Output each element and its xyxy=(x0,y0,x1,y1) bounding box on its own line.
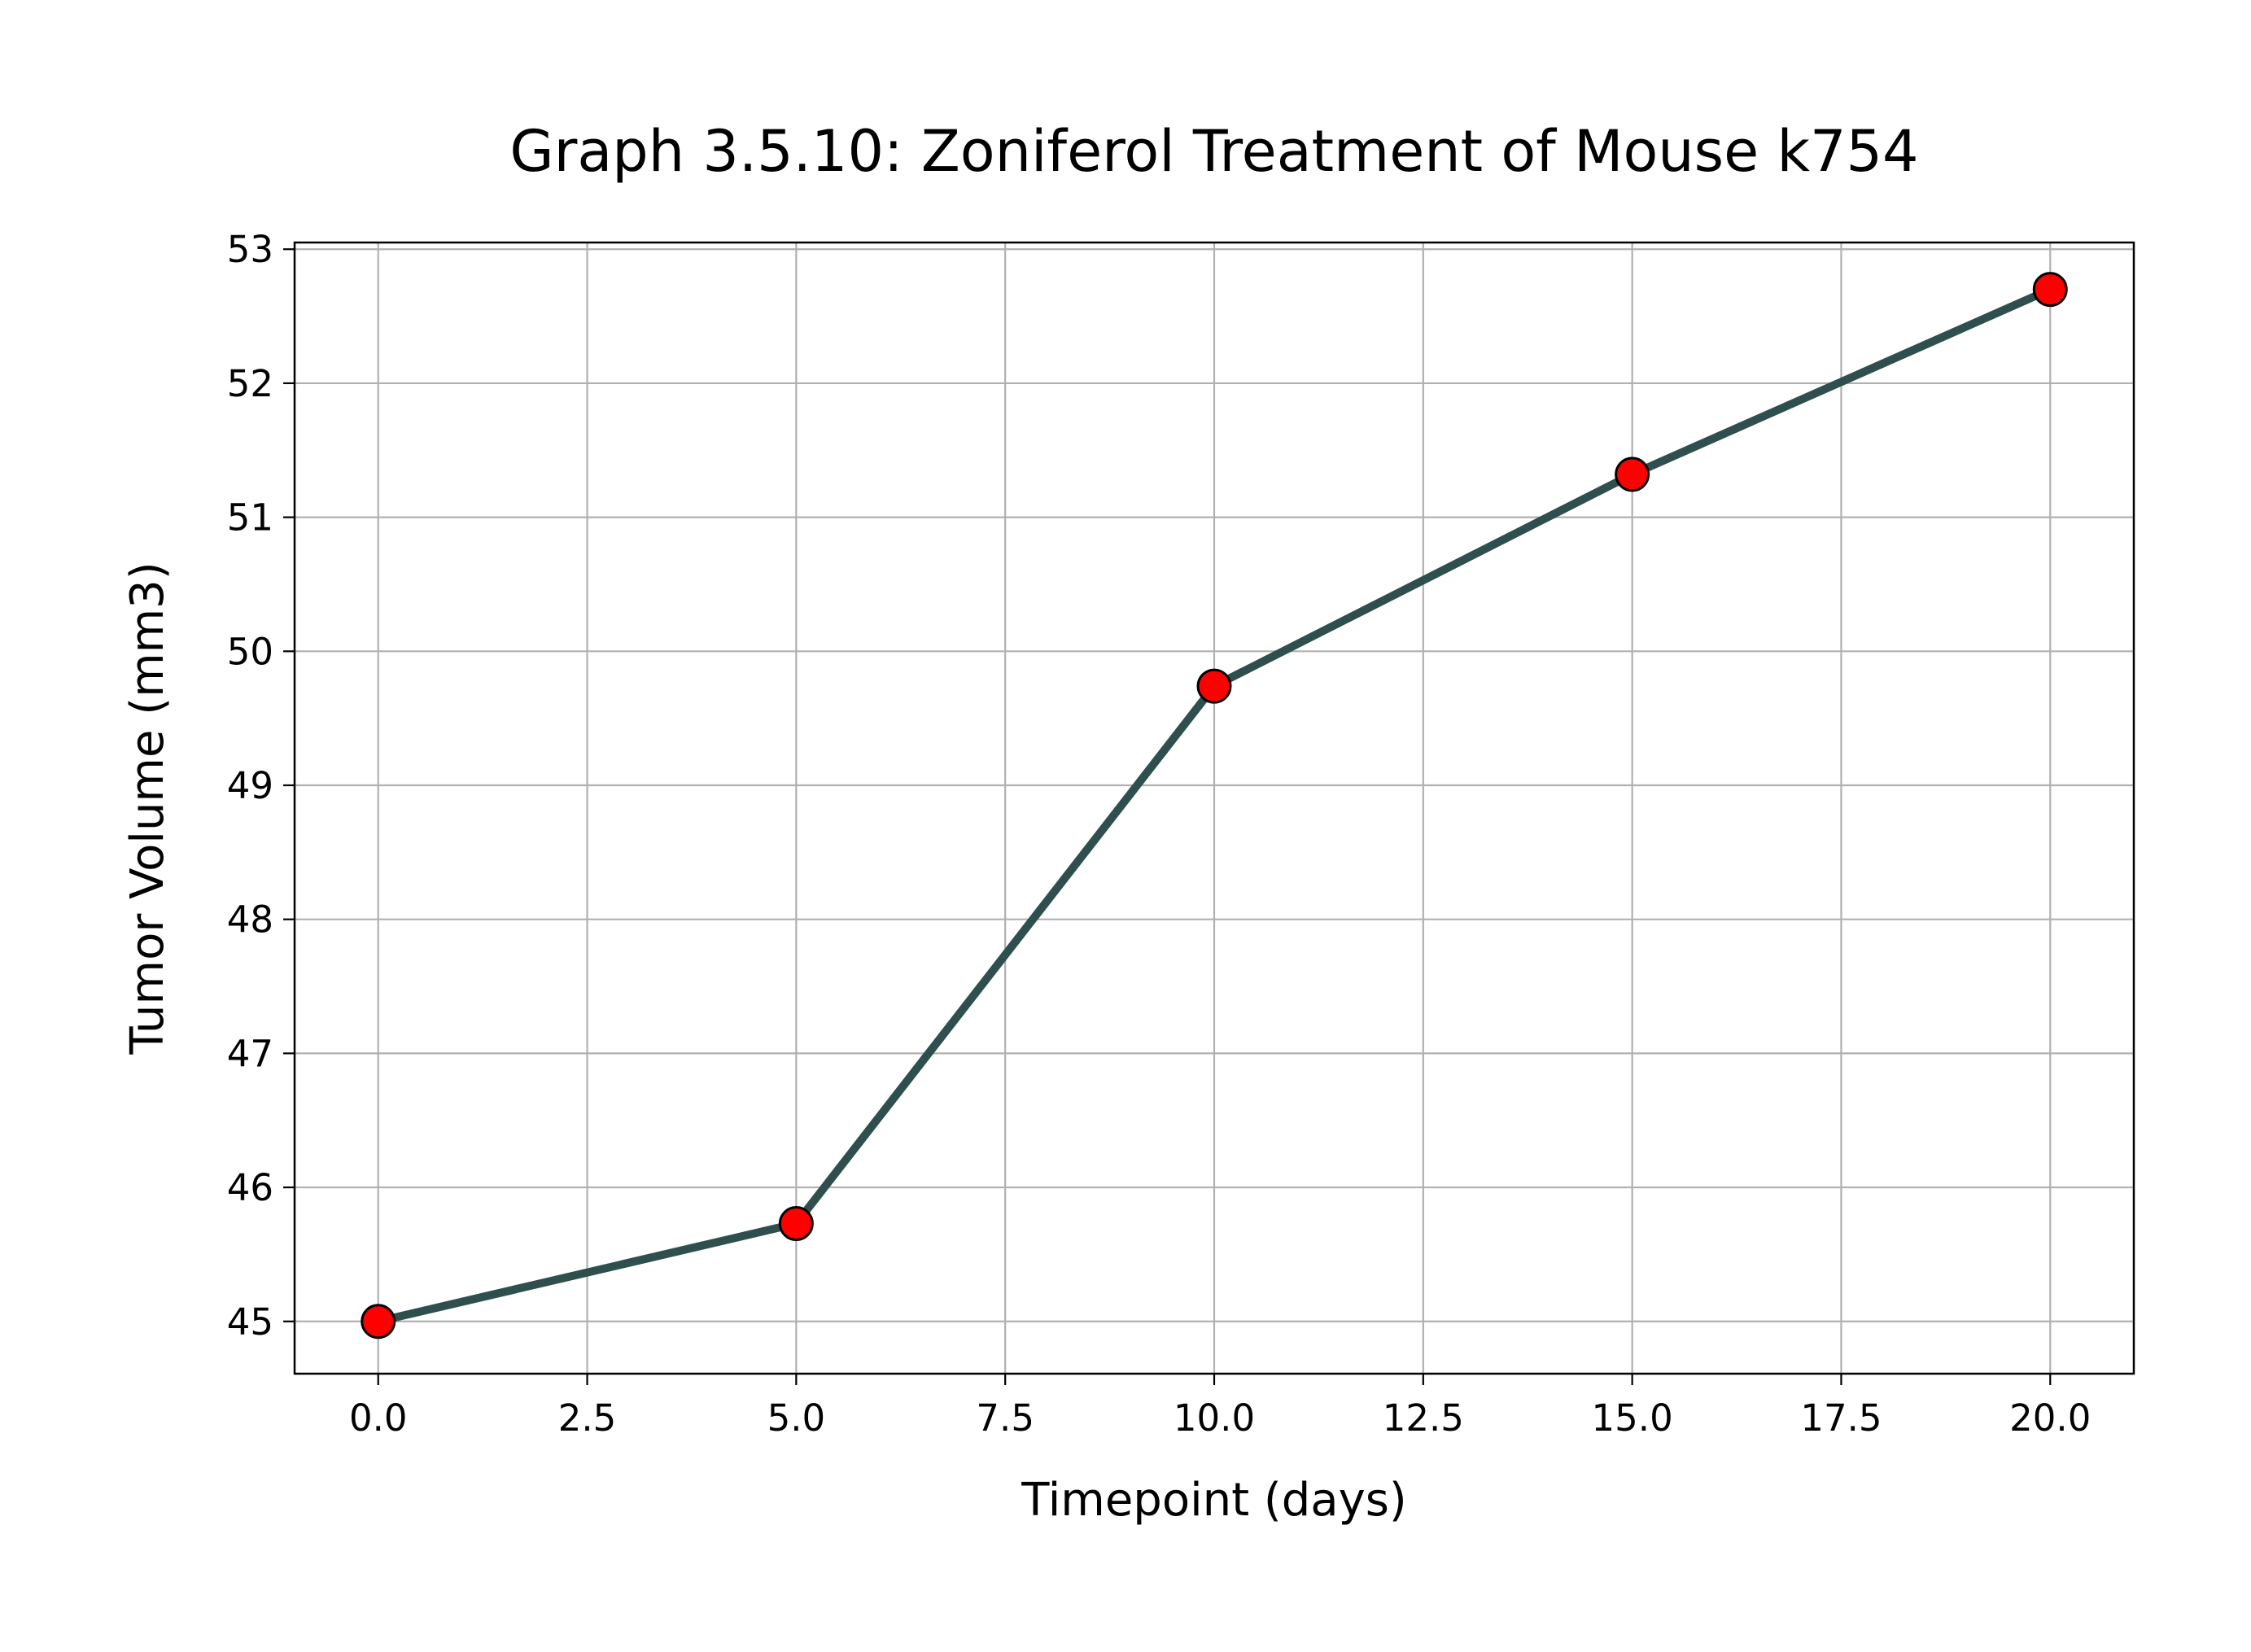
y-tick-label: 52 xyxy=(227,362,273,405)
data-point xyxy=(2032,272,2068,308)
x-tick-label: 7.5 xyxy=(976,1396,1034,1440)
y-tick-label: 51 xyxy=(227,496,273,540)
x-tick-label: 2.5 xyxy=(558,1396,617,1440)
x-tick-label: 12.5 xyxy=(1383,1396,1464,1440)
x-axis-label: Timepoint (days) xyxy=(1021,1474,1407,1527)
data-point xyxy=(1196,668,1232,704)
y-tick-label: 50 xyxy=(227,630,273,673)
x-tick-label: 10.0 xyxy=(1174,1396,1255,1440)
y-tick-label: 45 xyxy=(227,1300,273,1344)
y-tick-label: 47 xyxy=(227,1032,273,1075)
y-axis-label: Tumor Volume (mm3) xyxy=(121,562,174,1055)
x-tick-label: 20.0 xyxy=(2009,1396,2091,1440)
x-tick-label: 0.0 xyxy=(349,1396,408,1440)
data-point xyxy=(1615,457,1650,492)
x-tick-label: 15.0 xyxy=(1592,1396,1673,1440)
y-tick-label: 53 xyxy=(227,228,273,271)
y-tick-label: 48 xyxy=(227,898,273,942)
data-point xyxy=(778,1206,814,1242)
chart-title: Graph 3.5.10: Zoniferol Treatment of Mou… xyxy=(509,118,1918,185)
axis-ticks: 0.0 2.5 5.0 7.5 10.0 12.5 15.0 17.5 20.0 45 46 47 48… xyxy=(227,228,2091,1440)
series-layer xyxy=(361,272,2068,1340)
y-tick-label: 46 xyxy=(227,1166,273,1209)
y-tick-label: 49 xyxy=(227,764,273,807)
x-tick-label: 5.0 xyxy=(767,1396,826,1440)
grid-lines xyxy=(295,243,2134,1374)
data-point xyxy=(361,1304,396,1340)
x-tick-label: 17.5 xyxy=(1800,1396,1882,1440)
